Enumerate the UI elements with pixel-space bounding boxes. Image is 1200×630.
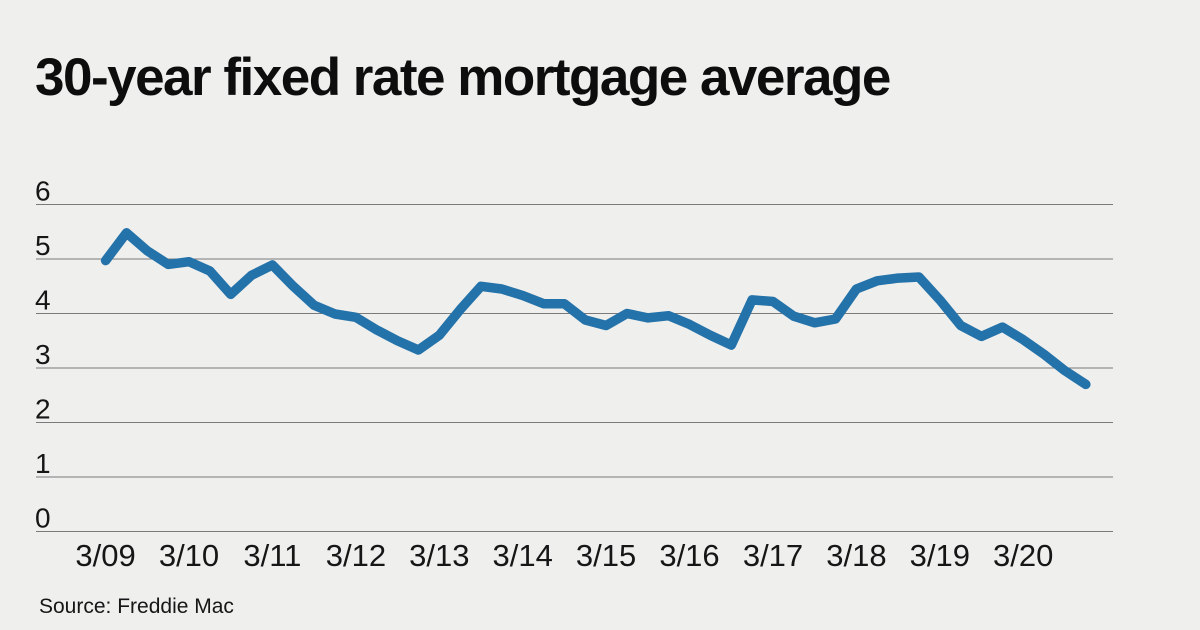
x-tick-label: 3/11	[243, 538, 301, 573]
rate-line	[100, 228, 1091, 390]
x-tick-label: 3/14	[493, 538, 553, 573]
x-tick-label: 3/12	[326, 538, 386, 573]
y-tick-label: 4	[35, 285, 51, 316]
y-tick-label: 0	[35, 503, 51, 534]
x-tick-label: 3/10	[159, 538, 219, 573]
x-tick-label: 3/09	[75, 538, 135, 573]
y-tick-label: 2	[35, 394, 51, 425]
source-caption: Source: Freddie Mac	[39, 595, 234, 618]
y-tick-label: 1	[35, 448, 51, 479]
x-tick-label: 3/15	[576, 538, 636, 573]
x-tick-label: 3/18	[826, 538, 886, 573]
x-tick-label: 3/19	[910, 538, 970, 573]
y-tick-label: 6	[35, 176, 51, 207]
chart-title: 30-year fixed rate mortgage average	[35, 48, 891, 107]
y-tick-label: 3	[35, 339, 51, 370]
x-tick-label: 3/16	[659, 538, 719, 573]
x-tick-label: 3/13	[409, 538, 469, 573]
y-tick-label: 5	[35, 230, 51, 261]
x-tick-label: 3/17	[743, 538, 803, 573]
x-tick-label: 3/20	[993, 538, 1053, 573]
